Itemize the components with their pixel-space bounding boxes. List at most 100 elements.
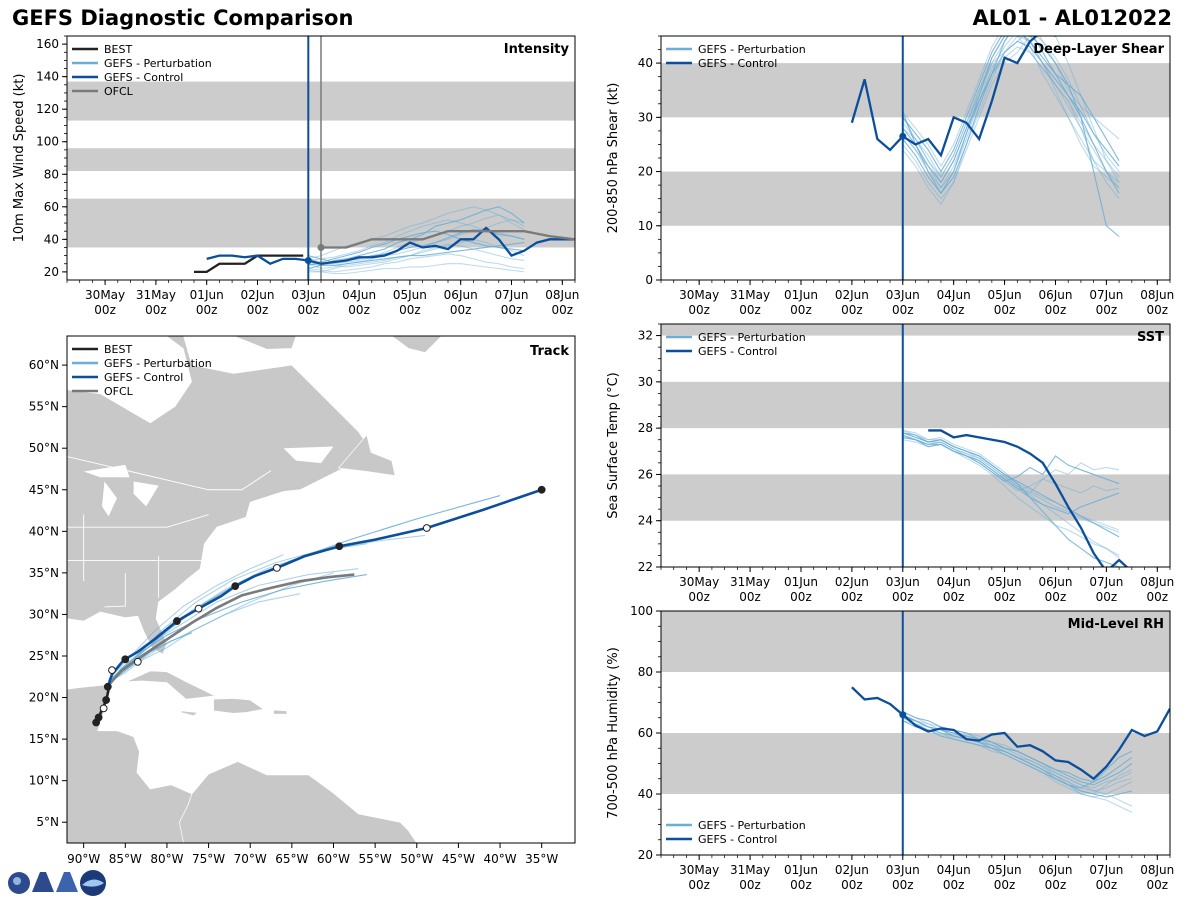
- x-tick-label-date: 30May: [679, 288, 719, 302]
- lat-tick-label: 35°N: [29, 566, 59, 580]
- x-tick-label-hour: 00z: [841, 590, 863, 604]
- legend-label-best: BEST: [104, 43, 132, 56]
- land-polygon: [233, 336, 297, 350]
- x-tick-label-hour: 00z: [1146, 303, 1168, 317]
- y-axis-label: 200-850 hPa Shear (kt): [606, 83, 621, 234]
- x-tick-label-date: 07Jun: [1089, 575, 1123, 589]
- x-tick-label-hour: 00z: [1096, 590, 1118, 604]
- perturbation-line: [902, 36, 1120, 189]
- legend-label-perturbation: GEFS - Perturbation: [698, 43, 806, 56]
- water-polygon: [83, 464, 130, 478]
- shade-band: [661, 381, 1170, 429]
- x-tick-label-date: 06Jun: [1038, 575, 1072, 589]
- control-line: [850, 36, 1056, 158]
- lon-tick-label: 35°W: [525, 852, 558, 866]
- plot-area-rh: [851, 611, 1170, 855]
- lat-tick-label: 25°N: [29, 649, 59, 663]
- x-tick-label-date: 31May: [730, 863, 770, 877]
- x-tick-label-date: 03Jun: [886, 575, 920, 589]
- land-polygon: [213, 698, 265, 714]
- x-tick-label-date: 02Jun: [240, 288, 274, 302]
- legend-label-control: GEFS - Control: [698, 57, 777, 70]
- plot-area-sst: [901, 324, 1129, 567]
- x-tick-label-date: 02Jun: [835, 863, 869, 877]
- y-tick-label: 100: [36, 135, 59, 149]
- lon-tick-label: 70°W: [234, 852, 267, 866]
- legend-label-best: BEST: [104, 343, 132, 356]
- x-tick-label-date: 30May: [679, 575, 719, 589]
- x-tick-label-hour: 00z: [399, 303, 421, 317]
- perturbation-line: [902, 432, 1120, 533]
- x-tick-label-hour: 00z: [247, 303, 269, 317]
- lat-tick-label: 10°N: [29, 774, 59, 788]
- x-tick-label-date: 06Jun: [1038, 288, 1072, 302]
- x-tick-label-date: 04Jun: [342, 288, 376, 302]
- x-tick-label-date: 05Jun: [393, 288, 427, 302]
- perturbation-line: [902, 720, 1133, 798]
- x-tick-label-hour: 00z: [1045, 878, 1067, 892]
- perturbation-line: [308, 238, 525, 273]
- storm-id-title: AL01 - AL012022: [972, 6, 1173, 30]
- perturbation-line: [308, 214, 525, 265]
- x-tick-label-hour: 00z: [298, 303, 320, 317]
- y-axis-label: Sea Surface Temp (°C): [606, 372, 621, 519]
- perturbation-line: [308, 263, 525, 275]
- x-tick-label-date: 31May: [136, 288, 176, 302]
- perturbation-track: [108, 543, 367, 682]
- border-line: [104, 572, 126, 608]
- x-tick-label-hour: 00z: [841, 303, 863, 317]
- water-polygon: [283, 446, 334, 464]
- axes-frame: [660, 323, 1171, 568]
- x-tick-label-date: 04Jun: [937, 575, 971, 589]
- y-tick-label: 80: [44, 167, 59, 181]
- x-tick-label-date: 04Jun: [937, 288, 971, 302]
- perturbation-line: [308, 230, 525, 266]
- x-tick-label-date: 02Jun: [835, 575, 869, 589]
- y-tick-label: 30: [638, 110, 653, 124]
- x-tick-label-hour: 00z: [943, 878, 965, 892]
- perturbation-line: [308, 206, 525, 270]
- lat-tick-label: 60°N: [29, 358, 59, 372]
- perturbation-line: [902, 432, 1120, 538]
- lat-tick-label: 50°N: [29, 441, 59, 455]
- x-tick-label-date: 06Jun: [444, 288, 478, 302]
- x-tick-label-date: 31May: [730, 288, 770, 302]
- perturbation-line: [902, 711, 1133, 783]
- legend-label-control: GEFS - Control: [698, 833, 777, 846]
- x-tick-label-hour: 00z: [688, 878, 710, 892]
- panel-title: Deep-Layer Shear: [1033, 42, 1164, 57]
- x-tick-label-date: 06Jun: [1038, 863, 1072, 877]
- lat-tick-label: 30°N: [29, 607, 59, 621]
- perturbation-line: [308, 242, 525, 266]
- y-tick-label: 100: [630, 604, 653, 618]
- x-tick-label-date: 01Jun: [190, 288, 224, 302]
- y-tick-label: 10: [638, 219, 653, 233]
- track-position-marker: [272, 563, 281, 572]
- y-tick-label: 32: [638, 329, 653, 343]
- x-tick-label-hour: 00z: [994, 878, 1016, 892]
- x-tick-label-hour: 00z: [994, 303, 1016, 317]
- lon-tick-label: 85°W: [109, 852, 142, 866]
- map-frame: [66, 335, 576, 844]
- x-tick-label-hour: 00z: [892, 878, 914, 892]
- y-tick-label: 120: [36, 102, 59, 116]
- shade-band: [661, 324, 1170, 336]
- legend-label-perturbation: GEFS - Perturbation: [698, 331, 806, 344]
- legend-label-perturbation: GEFS - Perturbation: [104, 357, 212, 370]
- y-tick-label: 24: [638, 514, 653, 528]
- water-polygon: [101, 481, 117, 517]
- track-position-marker: [335, 542, 344, 551]
- x-tick-label-hour: 00z: [145, 303, 167, 317]
- y-tick-label: 28: [638, 421, 653, 435]
- perturbation-track: [108, 593, 301, 684]
- perturbation-line: [902, 36, 1120, 195]
- lon-tick-label: 75°W: [192, 852, 225, 866]
- y-tick-label: 60: [44, 200, 59, 214]
- lon-tick-label: 50°W: [400, 852, 433, 866]
- x-tick-label-hour: 00z: [943, 303, 965, 317]
- y-tick-label: 20: [44, 265, 59, 279]
- x-tick-label-hour: 00z: [1146, 878, 1168, 892]
- best-position-marker: [102, 696, 111, 704]
- plot-area-intensity: [194, 36, 575, 280]
- lat-tick-label: 55°N: [29, 400, 59, 414]
